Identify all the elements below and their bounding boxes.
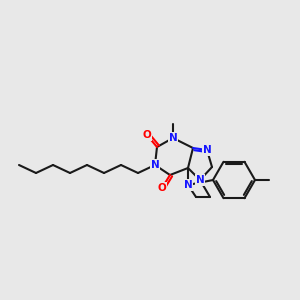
Text: N: N [184,180,192,190]
Text: N: N [169,133,177,143]
Text: N: N [151,160,159,170]
Text: N: N [196,175,204,185]
Text: O: O [158,183,166,193]
Text: N: N [202,145,211,155]
Text: O: O [142,130,152,140]
